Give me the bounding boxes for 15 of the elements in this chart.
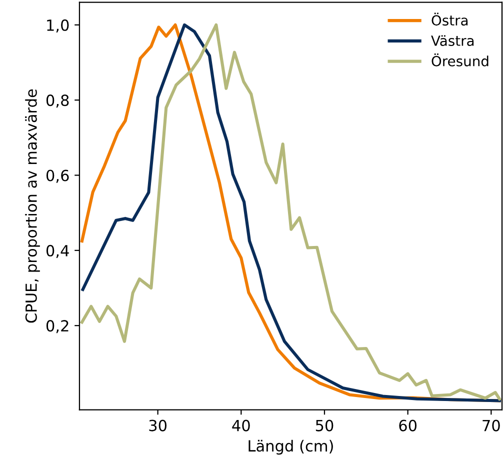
x-tick-label: 50 — [316, 420, 334, 432]
x-tick-label: 60 — [399, 420, 417, 432]
y-tick-label: 0,4 — [46, 244, 69, 258]
y-tick-label: 1,0 — [47, 19, 69, 32]
legend-label: Öresund — [432, 54, 488, 66]
legend-label: Östra — [432, 12, 468, 26]
y-axis-title: CPUE, proportion av maxvärde — [25, 89, 40, 323]
x-axis-title: Längd (cm) — [248, 440, 333, 455]
legend-label: Västra — [431, 35, 474, 46]
y-tick-label: 0,2 — [46, 320, 68, 334]
x-tick-label: 70 — [482, 420, 500, 432]
x-tick-label: 40 — [232, 420, 250, 432]
x-tick-label: 30 — [149, 420, 167, 432]
y-tick-label: 0,8 — [46, 94, 69, 108]
y-tick-label: 0,6 — [46, 170, 69, 183]
